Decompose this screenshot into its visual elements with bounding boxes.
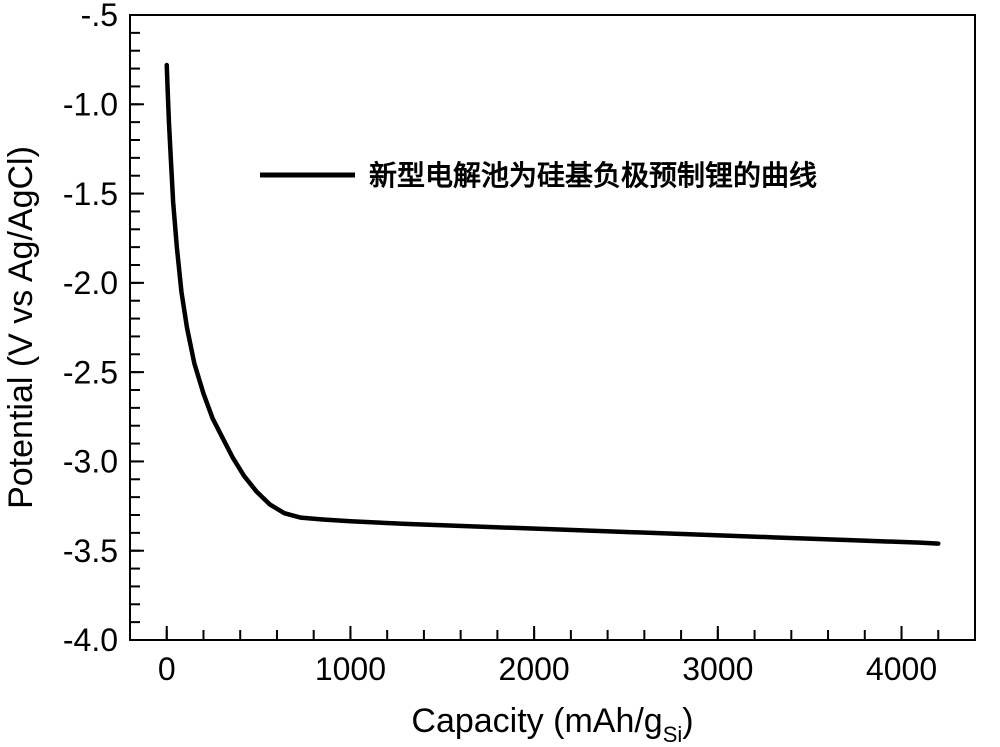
x-tick-label: 2000 [499, 651, 570, 687]
x-tick-label: 0 [158, 651, 176, 687]
y-tick-label: -1.0 [63, 86, 118, 122]
legend-label: 新型电解池为硅基负极预制锂的曲线 [369, 159, 817, 191]
x-tick-label: 4000 [866, 651, 937, 687]
y-tick-label: -1.5 [63, 176, 118, 212]
chart-svg: 0 1000 2000 3000 4000 -4.0 -3.5 -3.0 -2.5 -2.0 -1.… [0, 0, 1000, 747]
y-tick-label: -.5 [81, 0, 118, 33]
chart-container: 0 1000 2000 3000 4000 -4.0 -3.5 -3.0 -2.5 -2.0 -1.… [0, 0, 1000, 747]
x-tick-label: 1000 [315, 651, 386, 687]
x-tick-label: 3000 [682, 651, 753, 687]
y-tick-label: -4.0 [63, 622, 118, 658]
y-tick-label: -2.0 [63, 265, 118, 301]
y-tick-label: -3.5 [63, 533, 118, 569]
y-tick-label: -2.5 [63, 354, 118, 390]
y-tick-label: -3.0 [63, 444, 118, 480]
y-axis-label: Potential (V vs Ag/AgCl) [2, 146, 40, 509]
